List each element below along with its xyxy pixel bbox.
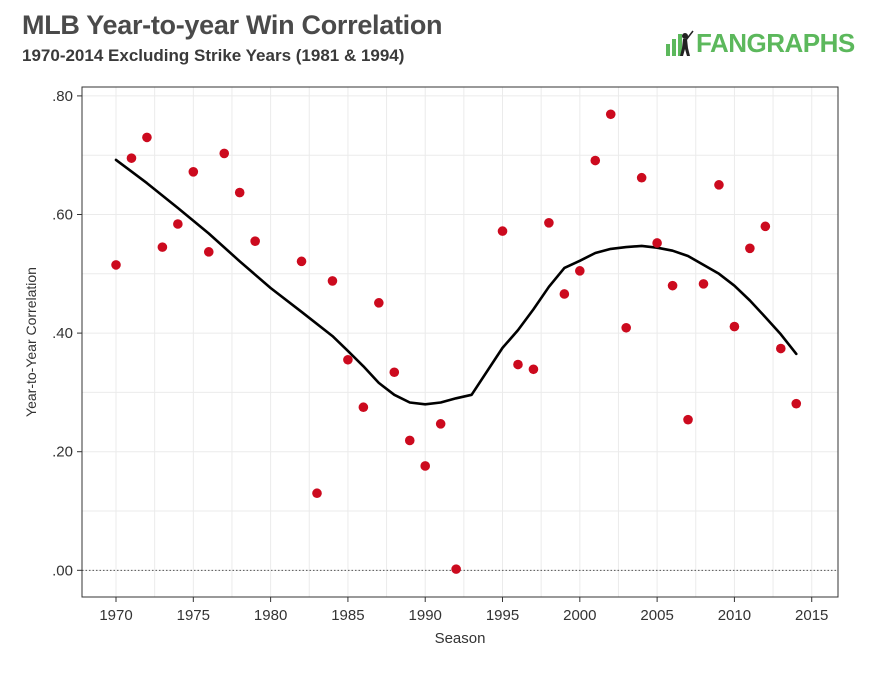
data-point: [621, 322, 631, 333]
data-point: [343, 354, 353, 365]
data-point: [745, 243, 755, 254]
data-point: [404, 435, 415, 446]
data-point: [358, 402, 369, 413]
x-tick-label: 1980: [254, 607, 287, 624]
data-point: [760, 221, 771, 232]
data-point: [729, 321, 740, 332]
data-point: [544, 218, 554, 228]
y-tick-label: .40: [52, 325, 73, 342]
data-point: [219, 148, 230, 159]
data-point: [327, 276, 338, 286]
data-point: [188, 167, 199, 177]
data-point: [575, 266, 585, 276]
data-point: [435, 419, 446, 429]
x-tick-label: 1970: [99, 607, 132, 624]
x-tick-label: 1975: [177, 607, 210, 624]
data-point: [559, 289, 570, 299]
data-point: [528, 364, 539, 375]
data-point: [296, 256, 307, 267]
data-point: [775, 343, 786, 354]
x-axis-label: Season: [435, 630, 486, 647]
point-layer: [111, 109, 802, 574]
data-point: [234, 187, 245, 198]
data-point: [636, 172, 647, 183]
data-point: [590, 155, 601, 166]
data-point: [312, 488, 322, 499]
trend-line: [114, 158, 798, 406]
data-point: [683, 414, 693, 425]
data-point: [451, 564, 461, 574]
data-point: [142, 132, 152, 143]
data-point: [389, 367, 400, 378]
y-tick-label: .80: [52, 88, 73, 105]
data-point: [203, 247, 214, 257]
y-tick-label: .20: [52, 444, 73, 461]
gridlines: [82, 87, 838, 597]
data-point: [667, 280, 678, 291]
data-point: [374, 298, 384, 308]
data-point: [157, 242, 168, 252]
data-point: [497, 226, 508, 236]
y-tick-label: .00: [52, 562, 73, 579]
data-point: [513, 359, 523, 370]
x-tick-label: 2000: [563, 607, 596, 624]
y-axis-label: Year-to-Year Correlation: [23, 267, 39, 417]
data-point: [698, 279, 709, 289]
logo-text: FANGRAPHS: [696, 28, 855, 58]
y-tick-label: .60: [52, 207, 73, 224]
x-tick-label: 2010: [718, 607, 751, 624]
x-axis-ticks: 1970 1975 1980 1985 1990 1995 2000 2005 2010 2015: [99, 597, 828, 624]
batter-logo-icon: [666, 30, 694, 56]
x-tick-label: 1990: [409, 607, 442, 624]
data-point: [791, 398, 802, 409]
chart-title: MLB Year-to-year Win Correlation: [22, 10, 443, 40]
data-point: [126, 153, 137, 163]
trend-layer: [114, 158, 798, 406]
fangraphs-logo: FANGRAPHS: [664, 26, 855, 60]
plot-border: [81, 86, 839, 598]
data-point: [652, 238, 662, 248]
x-tick-label: 2005: [640, 607, 673, 624]
x-tick-label: 2015: [795, 607, 828, 624]
data-point: [111, 260, 121, 270]
data-point: [714, 180, 724, 190]
data-point: [173, 219, 183, 229]
data-point: [605, 109, 616, 120]
data-point: [250, 236, 260, 246]
y-axis-ticks: .00 .20 .40 .60 .80: [52, 88, 82, 579]
chart-subtitle: 1970-2014 Excluding Strike Years (1981 &…: [22, 46, 405, 65]
data-point: [420, 461, 431, 471]
x-tick-label: 1985: [331, 607, 364, 624]
x-tick-label: 1995: [486, 607, 519, 624]
